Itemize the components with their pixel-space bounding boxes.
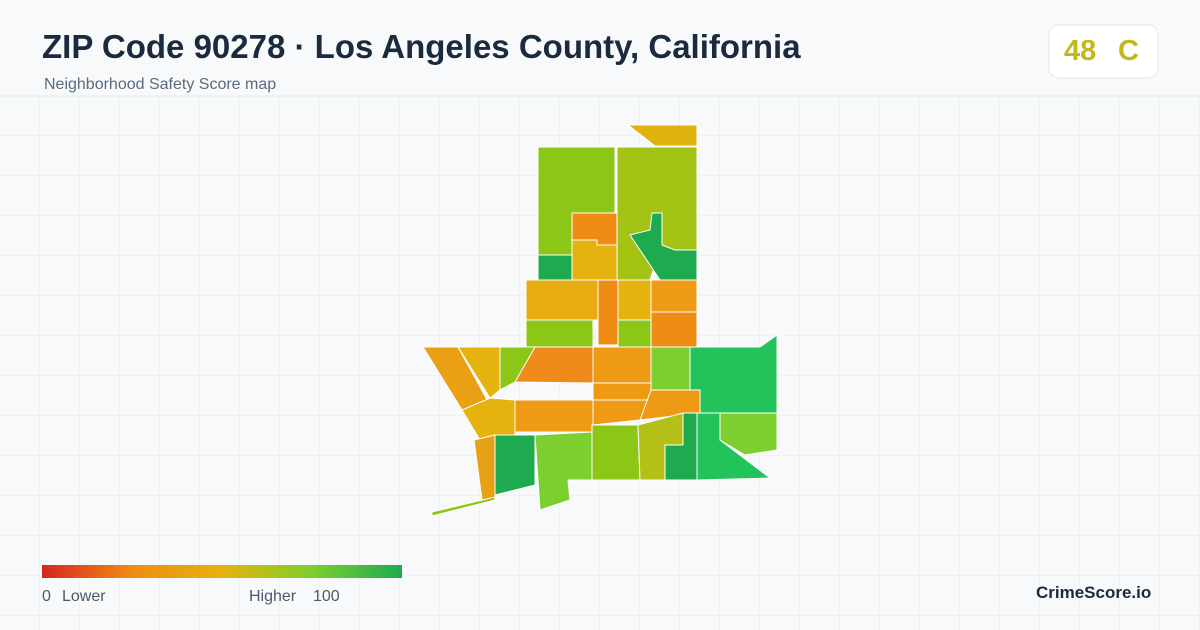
legend-max: 100	[313, 588, 340, 605]
score: 48	[1064, 35, 1097, 67]
brand: CrimeScore.io	[1036, 583, 1152, 602]
legend-gradient	[42, 565, 402, 578]
title: ZIP Code 90278 · Los Angeles County, Cal…	[42, 28, 801, 65]
legend-min-label: Lower	[62, 588, 106, 605]
subtitle: Neighborhood Safety Score map	[44, 76, 277, 93]
legend-max-label: Higher	[249, 588, 297, 605]
grade: C	[1118, 35, 1139, 67]
score-badge	[1048, 24, 1159, 79]
zip-areas	[422, 124, 778, 517]
legend-min: 0	[42, 588, 51, 605]
